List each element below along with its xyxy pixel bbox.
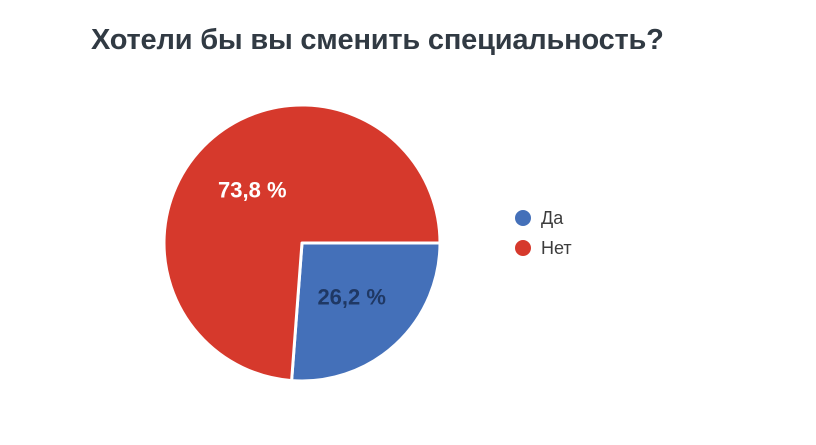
pie-value-labels: 26,2 % 73,8 % (218, 177, 386, 309)
legend-swatch-no (515, 240, 531, 256)
pie-slice-0 (290, 241, 442, 383)
legend-swatch-yes (515, 210, 531, 226)
pie-slice-1 (162, 103, 442, 383)
legend-item-yes: Да (515, 207, 572, 229)
legend-item-no: Нет (515, 237, 572, 259)
pie-slices (162, 103, 442, 383)
legend-label-no: Нет (541, 238, 572, 258)
legend-label-yes: Да (541, 208, 564, 228)
pie-value-label-1: 73,8 % (218, 177, 287, 202)
pie-value-label-0: 26,2 % (317, 285, 386, 310)
chart-title: Хотели бы вы сменить специальность? (91, 24, 664, 56)
legend: Да Нет (515, 207, 572, 259)
